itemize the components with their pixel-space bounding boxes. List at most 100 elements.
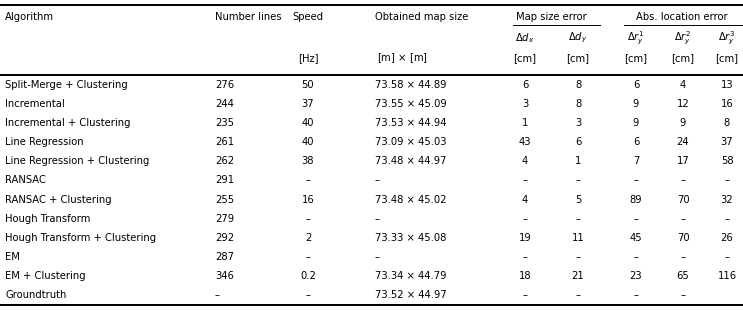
Text: 4: 4 [522, 195, 528, 205]
Text: 287: 287 [215, 252, 234, 262]
Text: 292: 292 [215, 233, 234, 243]
Text: –: – [681, 252, 686, 262]
Text: 8: 8 [575, 99, 581, 109]
Text: Groundtruth: Groundtruth [5, 290, 66, 300]
Text: 18: 18 [519, 271, 531, 281]
Text: –: – [576, 290, 580, 300]
Text: 73.48 × 44.97: 73.48 × 44.97 [375, 156, 447, 166]
Text: 89: 89 [629, 195, 642, 205]
Text: 73.58 × 44.89: 73.58 × 44.89 [375, 80, 447, 90]
Text: –: – [522, 175, 528, 185]
Text: 6: 6 [633, 137, 639, 147]
Text: –: – [375, 252, 380, 262]
Text: 73.48 × 45.02: 73.48 × 45.02 [375, 195, 447, 205]
Text: 37: 37 [302, 99, 314, 109]
Text: 40: 40 [302, 118, 314, 128]
Text: 16: 16 [302, 195, 314, 205]
Text: –: – [576, 252, 580, 262]
Text: 38: 38 [302, 156, 314, 166]
Text: 6: 6 [633, 80, 639, 90]
Text: Abs. location error: Abs. location error [636, 12, 727, 22]
Text: –: – [305, 214, 311, 224]
Text: 235: 235 [215, 118, 234, 128]
Text: 9: 9 [680, 118, 687, 128]
Text: 58: 58 [721, 156, 733, 166]
Text: –: – [634, 175, 638, 185]
Text: 8: 8 [575, 80, 581, 90]
Text: Incremental + Clustering: Incremental + Clustering [5, 118, 131, 128]
Text: Hough Transform: Hough Transform [5, 214, 91, 224]
Text: –: – [634, 290, 638, 300]
Text: Split-Merge + Clustering: Split-Merge + Clustering [5, 80, 128, 90]
Text: –: – [634, 252, 638, 262]
Text: –: – [576, 175, 580, 185]
Text: 65: 65 [677, 271, 690, 281]
Text: 11: 11 [571, 233, 585, 243]
Text: –: – [724, 252, 730, 262]
Text: EM: EM [5, 252, 20, 262]
Text: 8: 8 [724, 118, 730, 128]
Text: –: – [681, 214, 686, 224]
Text: 17: 17 [677, 156, 690, 166]
Text: –: – [375, 175, 380, 185]
Text: 24: 24 [677, 137, 690, 147]
Text: Obtained map size: Obtained map size [375, 12, 468, 22]
Text: 73.33 × 45.08: 73.33 × 45.08 [375, 233, 447, 243]
Text: 276: 276 [215, 80, 234, 90]
Text: –: – [522, 214, 528, 224]
Text: 16: 16 [721, 99, 733, 109]
Text: –: – [576, 214, 580, 224]
Text: Hough Transform + Clustering: Hough Transform + Clustering [5, 233, 156, 243]
Text: –: – [634, 214, 638, 224]
Text: 9: 9 [633, 118, 639, 128]
Text: [cm]: [cm] [566, 53, 589, 63]
Text: $\Delta r_y^2$: $\Delta r_y^2$ [675, 29, 692, 47]
Text: $\Delta d_y$: $\Delta d_y$ [568, 31, 588, 45]
Text: 346: 346 [215, 271, 234, 281]
Text: –: – [724, 214, 730, 224]
Text: 70: 70 [677, 195, 690, 205]
Text: Map size error: Map size error [516, 12, 587, 22]
Text: –: – [522, 290, 528, 300]
Text: Speed: Speed [293, 12, 323, 22]
Text: 5: 5 [575, 195, 581, 205]
Text: 262: 262 [215, 156, 234, 166]
Text: –: – [522, 252, 528, 262]
Text: EM + Clustering: EM + Clustering [5, 271, 85, 281]
Text: 73.52 × 44.97: 73.52 × 44.97 [375, 290, 447, 300]
Text: –: – [681, 175, 686, 185]
Text: –: – [724, 175, 730, 185]
Text: 73.53 × 44.94: 73.53 × 44.94 [375, 118, 447, 128]
Text: –: – [305, 290, 311, 300]
Text: [cm]: [cm] [625, 53, 647, 63]
Text: 3: 3 [522, 99, 528, 109]
Text: 1: 1 [575, 156, 581, 166]
Text: Number lines: Number lines [215, 12, 282, 22]
Text: 9: 9 [633, 99, 639, 109]
Text: 7: 7 [633, 156, 639, 166]
Text: 4: 4 [680, 80, 686, 90]
Text: 279: 279 [215, 214, 234, 224]
Text: Incremental: Incremental [5, 99, 65, 109]
Text: 37: 37 [721, 137, 733, 147]
Text: 26: 26 [721, 233, 733, 243]
Text: 50: 50 [302, 80, 314, 90]
Text: [Hz]: [Hz] [298, 53, 318, 63]
Text: –: – [681, 290, 686, 300]
Text: 116: 116 [718, 271, 736, 281]
Text: 12: 12 [677, 99, 690, 109]
Text: 1: 1 [522, 118, 528, 128]
Text: 291: 291 [215, 175, 234, 185]
Text: 70: 70 [677, 233, 690, 243]
Text: Algorithm: Algorithm [5, 12, 54, 22]
Text: 2: 2 [305, 233, 311, 243]
Text: 32: 32 [721, 195, 733, 205]
Text: –: – [305, 252, 311, 262]
Text: 0.2: 0.2 [300, 271, 316, 281]
Text: 255: 255 [215, 195, 234, 205]
Text: 13: 13 [721, 80, 733, 90]
Text: 21: 21 [571, 271, 585, 281]
Text: 43: 43 [519, 137, 531, 147]
Text: 73.55 × 45.09: 73.55 × 45.09 [375, 99, 447, 109]
Text: 23: 23 [629, 271, 642, 281]
